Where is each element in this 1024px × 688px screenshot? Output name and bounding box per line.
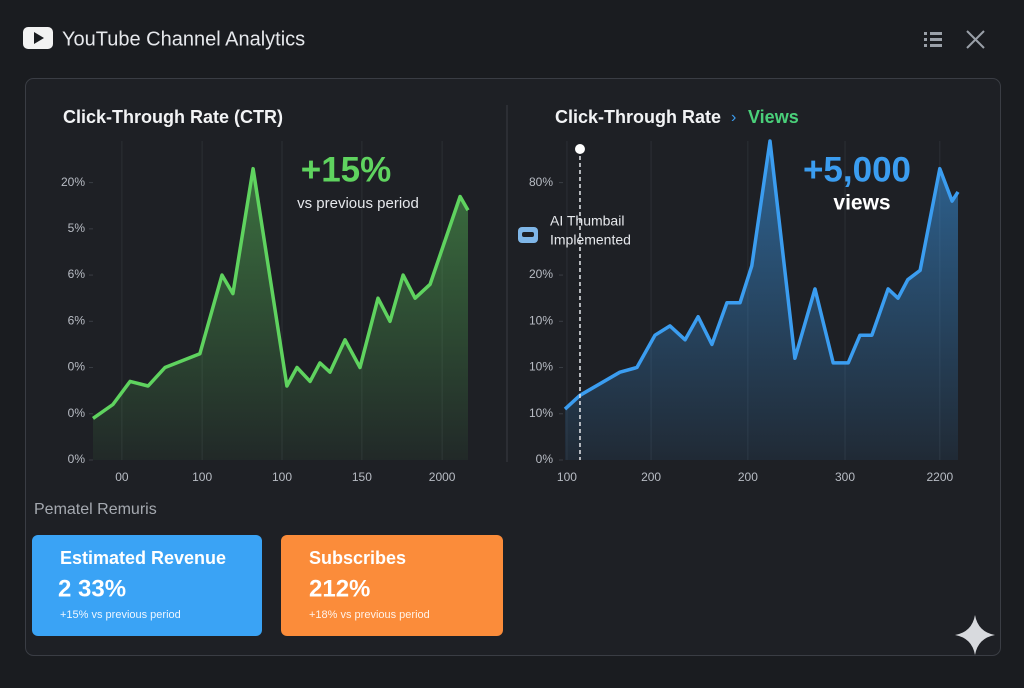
annotation-text: Implemented [550, 232, 631, 248]
area [564, 141, 958, 460]
robot-eyes [522, 232, 534, 237]
x-tick-label: 100 [272, 470, 292, 484]
y-tick-label: 20% [529, 267, 553, 281]
y-tick-label: 10% [529, 313, 553, 327]
x-tick-label: 2200 [926, 470, 953, 484]
y-tick-label: 10% [529, 360, 553, 374]
x-tick-label: 200 [738, 470, 758, 484]
annotation-text: AI Thumbail [550, 213, 624, 229]
section-title: Pematel Remuris [34, 501, 157, 518]
card[interactable] [32, 535, 262, 636]
chart-title: Click-Through Rate (CTR) [63, 107, 283, 127]
card-value: 2 33% [58, 575, 126, 602]
y-tick-label: 80% [529, 175, 553, 189]
card-note: +15% vs previous period [60, 609, 181, 621]
y-tick-label: 0% [68, 360, 86, 374]
x-tick-label: 100 [557, 470, 577, 484]
breadcrumb-arrow: › [731, 109, 736, 126]
y-tick-label: 0% [68, 406, 86, 420]
y-tick-label: 6% [68, 267, 86, 281]
app-title: YouTube Channel Analytics [62, 28, 305, 50]
y-tick-label: 6% [68, 313, 86, 327]
x-tick-label: 2000 [429, 470, 456, 484]
card[interactable] [281, 535, 503, 636]
line [91, 166, 470, 420]
card-note: +18% vs previous period [309, 609, 430, 621]
y-tick-label: 20% [61, 175, 85, 189]
y-tick-label: 10% [529, 406, 553, 420]
x-tick-label: 100 [192, 470, 212, 484]
x-tick-label: 300 [835, 470, 855, 484]
y-tick-label: 0% [536, 452, 554, 466]
annotation-dot [574, 144, 585, 154]
chart-title: Click-Through Rate [555, 107, 721, 127]
x-tick-label: 200 [641, 470, 661, 484]
card-title: Subscribes [309, 548, 406, 568]
x-tick-label: 00 [115, 470, 129, 484]
callout-value: +5,000 [803, 150, 911, 189]
chart-title-suffix: Views [748, 107, 799, 127]
line [563, 139, 960, 411]
callout-caption: vs previous period [297, 195, 419, 212]
callout-caption: views [833, 192, 890, 215]
x-tick-label: 150 [352, 470, 372, 484]
play-icon [34, 32, 44, 44]
y-tick-label: 0% [68, 452, 86, 466]
card-title: Estimated Revenue [60, 548, 226, 568]
close-icon[interactable] [966, 30, 985, 49]
list-icon[interactable] [924, 32, 942, 47]
area [93, 168, 468, 460]
sparkle-icon [955, 615, 995, 655]
charts: Click-Through Rate (CTR) 00 100 100 150 2000 0… [61, 107, 960, 484]
callout-value: +15% [301, 150, 392, 189]
card-value: 212% [309, 575, 370, 602]
y-tick-label: 5% [68, 221, 86, 235]
